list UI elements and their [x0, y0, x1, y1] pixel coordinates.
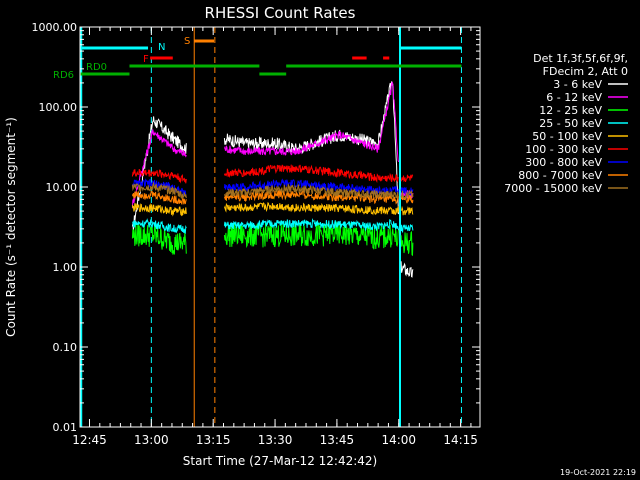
legend-entry: 100 - 300 keV — [525, 143, 602, 156]
legend: Det 1f,3f,5f,6f,9f,FDecim 2, Att 03 - 6 … — [504, 52, 628, 195]
y-tick-label: 100.00 — [39, 101, 78, 114]
annotation-n: N — [158, 42, 165, 53]
series-line — [131, 164, 414, 184]
x-tick-label: 13:15 — [196, 433, 231, 447]
y-axis-label: Count Rate (s⁻¹ detector segment⁻¹) — [4, 117, 18, 337]
legend-entry: 800 - 7000 keV — [518, 169, 602, 182]
plot-frame — [79, 26, 481, 428]
x-axis-label: Start Time (27-Mar-12 12:42:42) — [183, 454, 377, 468]
x-tick-label: 13:00 — [134, 433, 169, 447]
y-tick-label: 10.00 — [46, 181, 78, 194]
y-tick-label: 1000.00 — [32, 21, 78, 34]
x-tick-label: 13:45 — [320, 433, 355, 447]
y-tick-label: 0.01 — [53, 421, 78, 434]
y-axis: 1000.00 100.00 10.00 1.00 0.10 0.01 — [32, 21, 480, 434]
legend-entry: 12 - 25 keV — [539, 104, 602, 117]
annotation-rd0: RD0 — [86, 62, 107, 73]
legend-entry: 300 - 800 keV — [525, 156, 602, 169]
series-line — [131, 221, 414, 257]
chart-title: RHESSI Count Rates — [205, 4, 356, 22]
series-line — [131, 201, 414, 217]
annotation-f: F — [143, 54, 149, 65]
series-line — [132, 218, 414, 234]
timestamp-footer: 19-Oct-2021 22:19 — [560, 468, 636, 477]
overlay-layer: NF S RD0 RD6 — [53, 27, 462, 427]
series-line — [131, 181, 414, 200]
legend-header: Det 1f,3f,5f,6f,9f, — [533, 52, 628, 65]
legend-entry: 6 - 12 keV — [546, 91, 602, 104]
legend-entry: 25 - 50 keV — [539, 117, 602, 130]
x-tick-label: 14:00 — [381, 433, 416, 447]
x-tick-label: 12:45 — [72, 433, 107, 447]
legend-entry: 3 - 6 keV — [553, 78, 602, 91]
y-tick-label: 0.10 — [53, 341, 78, 354]
annotation-s: S — [184, 36, 190, 47]
plot-layer — [131, 81, 414, 278]
legend-header: FDecim 2, Att 0 — [543, 65, 628, 78]
y-tick-label: 1.00 — [53, 261, 78, 274]
legend-entry: 50 - 100 keV — [532, 130, 602, 143]
x-tick-label: 13:30 — [258, 433, 293, 447]
x-axis: 12:45 13:00 13:15 13:30 13:45 14:00 14:15 — [72, 27, 478, 447]
legend-entry: 7000 - 15000 keV — [504, 182, 602, 195]
x-tick-label: 14:15 — [443, 433, 478, 447]
annotation-rd6: RD6 — [53, 70, 74, 81]
